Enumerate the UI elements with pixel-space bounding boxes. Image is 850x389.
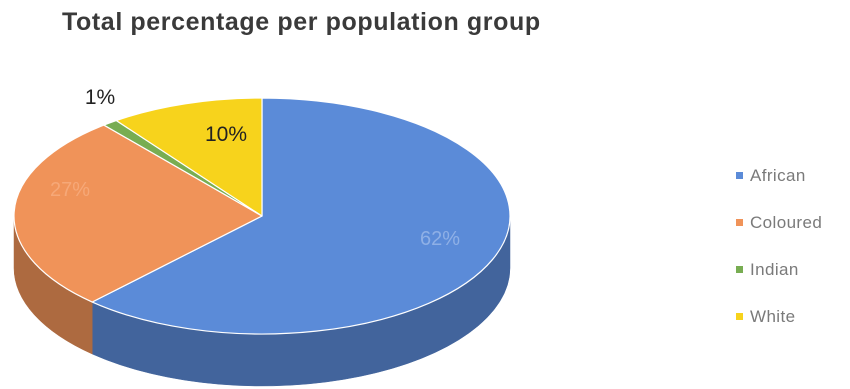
legend: African Coloured Indian White [736, 164, 848, 352]
legend-item-indian[interactable]: Indian [736, 258, 848, 281]
legend-item-african[interactable]: African [736, 164, 848, 187]
legend-item-coloured[interactable]: Coloured [736, 211, 848, 234]
pie-slice-coloured[interactable] [13, 124, 263, 303]
chart-title: Total percentage per population group [62, 8, 541, 36]
pie-labels: 62% 27% 1% 10% [50, 86, 460, 250]
legend-swatch-white [736, 313, 743, 320]
legend-item-white[interactable]: White [736, 305, 848, 328]
data-label-white: 10% [205, 123, 247, 146]
pie-top [13, 97, 511, 335]
pie-slice-white[interactable] [115, 97, 263, 217]
legend-swatch-coloured [736, 219, 743, 226]
data-label-coloured: 27% [50, 179, 90, 201]
legend-label-indian: Indian [750, 259, 799, 279]
legend-label-coloured: Coloured [750, 212, 823, 232]
legend-swatch-indian [736, 266, 743, 273]
pie-slice-african[interactable] [91, 97, 511, 335]
legend-label-african: African [750, 165, 806, 185]
legend-label-white: White [750, 306, 796, 326]
data-label-african: 62% [420, 228, 460, 250]
data-label-indian: 1% [85, 86, 115, 109]
legend-swatch-african [736, 172, 743, 179]
